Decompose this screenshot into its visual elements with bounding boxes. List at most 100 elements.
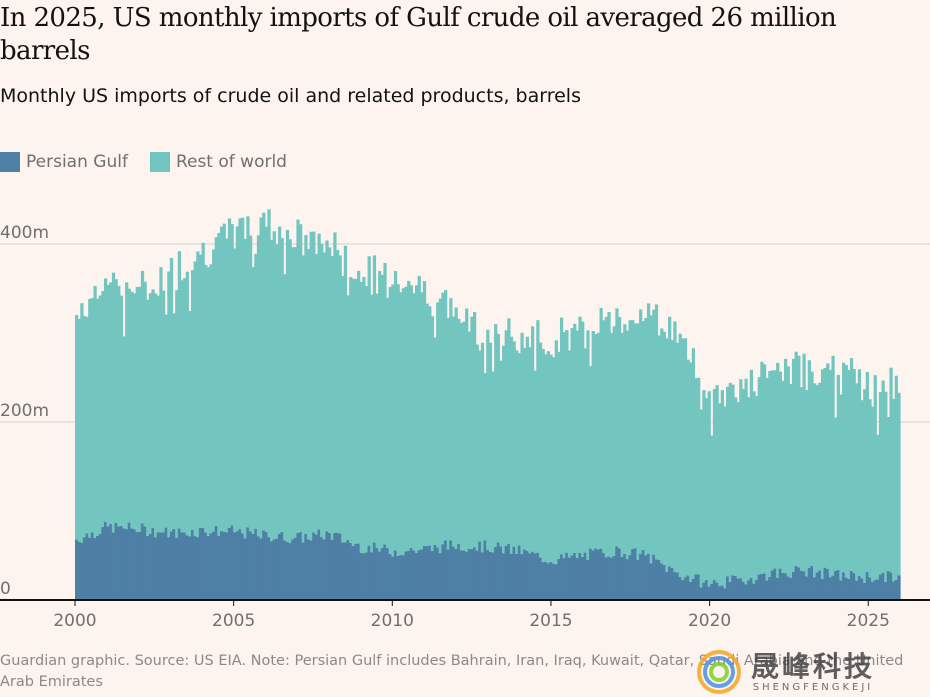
bar-gulf [855, 580, 859, 600]
bar-rest [744, 378, 748, 585]
bar-gulf [335, 532, 340, 600]
source-note: Guardian graphic. Source: US EIA. Note: … [0, 653, 904, 690]
bar-rest [449, 298, 453, 541]
chart-title: In 2025, US monthly imports of Gulf crud… [0, 3, 837, 66]
bar-rest [172, 313, 176, 529]
bar-rest [204, 264, 208, 533]
bar-rest [794, 351, 798, 566]
bar-gulf [494, 546, 498, 600]
bar-gulf [111, 532, 116, 600]
bar-gulf [148, 533, 153, 600]
bar-rest [357, 270, 361, 544]
bar-gulf [320, 537, 324, 600]
bar-gulf [784, 573, 788, 600]
bar-rest [810, 371, 814, 566]
bar-rest [699, 409, 703, 588]
bar-gulf [138, 531, 142, 600]
bar-gulf [668, 566, 672, 600]
bar-gulf [636, 559, 640, 600]
bar-rest [259, 217, 263, 539]
bar-rest [338, 255, 342, 534]
bar-gulf [726, 576, 730, 600]
bar-rest [694, 378, 698, 575]
bar-gulf [388, 553, 392, 600]
bar-rest [662, 331, 667, 566]
bar-rest [681, 338, 685, 581]
bar-rest [320, 243, 324, 538]
bar-rest [686, 359, 690, 576]
bar-rest [710, 435, 714, 584]
bar-rest [770, 370, 775, 571]
bar-gulf [446, 549, 450, 600]
bar-gulf [894, 579, 898, 600]
bar-gulf [834, 570, 838, 600]
bar-rest [515, 350, 519, 554]
bar-rest [897, 392, 901, 576]
bar-rest [530, 326, 535, 552]
bar-rest [881, 380, 885, 574]
bar-rest [631, 320, 635, 549]
bar-gulf [849, 570, 854, 600]
bar-rest [857, 369, 862, 576]
bar-gulf [106, 526, 110, 600]
bar-rest [425, 303, 429, 547]
bar-rest [196, 251, 200, 538]
bar-rest [567, 350, 572, 558]
bar-gulf [465, 551, 469, 600]
bar-gulf [715, 582, 719, 600]
bar-gulf [391, 556, 395, 600]
bar-gulf [132, 529, 137, 600]
bar-gulf [760, 573, 764, 600]
bar-gulf [206, 535, 211, 600]
bar-gulf [143, 526, 147, 600]
bar-rest [230, 224, 234, 526]
bar-rest [127, 288, 131, 523]
bar-gulf [573, 553, 577, 600]
bar-gulf [741, 581, 746, 600]
bar-rest [415, 285, 419, 553]
bar-rest [836, 374, 840, 570]
bar-gulf [88, 537, 92, 600]
bar-rest [654, 304, 659, 560]
bar-rest [351, 278, 355, 546]
bar-rest [185, 271, 189, 536]
x-tick-label: 2025 [847, 611, 890, 631]
bar-gulf [161, 532, 166, 600]
bar-rest [378, 271, 382, 552]
bar-gulf [681, 580, 685, 600]
bar-rest [818, 382, 822, 571]
bar-gulf [154, 537, 158, 600]
bar-rest [341, 275, 345, 543]
legend: Persian Gulf Rest of world [0, 152, 309, 172]
bar-rest [847, 369, 851, 579]
bar-rest [225, 238, 229, 533]
bar-rest [786, 366, 790, 577]
bar-rest [380, 274, 384, 548]
bar-rest [718, 403, 722, 587]
bar-rest [541, 348, 545, 563]
bar-gulf [794, 565, 798, 600]
bar-rest [354, 278, 358, 544]
bar-rest [138, 286, 142, 532]
bar-rest [749, 369, 753, 578]
bar-rest [409, 285, 413, 548]
bar-rest [420, 292, 424, 550]
bar-rest [462, 321, 466, 551]
bar-rest [262, 212, 266, 531]
bar-gulf [454, 548, 458, 600]
bar-gulf [657, 559, 661, 600]
bar-gulf [262, 530, 266, 600]
bar-rest [689, 362, 693, 582]
bar-rest [465, 308, 469, 552]
bar-gulf [217, 535, 221, 600]
bar-gulf [762, 573, 767, 600]
bar-gulf [188, 536, 192, 600]
bar-gulf [175, 538, 179, 600]
bar-rest [678, 333, 682, 577]
bar-gulf [699, 587, 703, 600]
bar-gulf [169, 531, 174, 600]
bar-rest [726, 386, 730, 577]
bar-gulf [712, 580, 717, 600]
bar-rest [212, 249, 216, 532]
watermark: 晟峰科技 SHENGFENGKEJI [695, 648, 875, 696]
